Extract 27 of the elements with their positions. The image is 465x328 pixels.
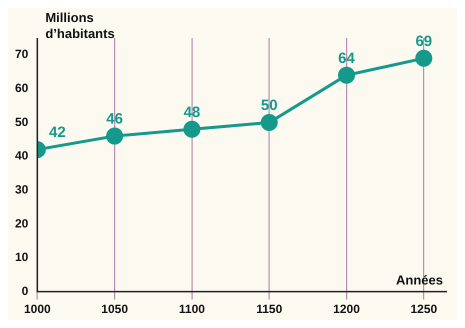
data-label: 69 xyxy=(415,32,432,50)
y-tick-label: 30 xyxy=(14,182,29,196)
y-tick-label: 20 xyxy=(14,216,29,230)
data-label: 50 xyxy=(260,97,278,114)
x-tick-label: 1000 xyxy=(24,302,52,316)
x-axis-title: Années xyxy=(396,272,443,288)
data-label: 48 xyxy=(184,104,200,121)
point xyxy=(415,50,432,67)
x-tick-label: 1200 xyxy=(333,302,360,316)
x-tick-label: 1050 xyxy=(101,302,128,316)
y-tick-label: 60 xyxy=(14,81,29,96)
point xyxy=(106,128,124,145)
x-tick-label: 1250 xyxy=(410,302,438,316)
point xyxy=(338,66,356,84)
y-tick-label: 40 xyxy=(14,148,29,163)
y-tick-label: 0 xyxy=(22,284,29,298)
x-tick-label: 1150 xyxy=(256,302,283,316)
y-tick-label: 70 xyxy=(14,47,29,62)
point xyxy=(183,120,200,138)
x-tick-label: 1100 xyxy=(178,302,206,316)
data-label: 42 xyxy=(49,124,66,142)
y-tick-label: 50 xyxy=(14,114,29,129)
y-axis-title: Millions d’habitants xyxy=(45,10,115,42)
y-tick-label: 10 xyxy=(14,250,29,264)
data-label: 64 xyxy=(338,50,356,67)
point xyxy=(260,114,278,132)
data-label: 46 xyxy=(106,110,123,128)
